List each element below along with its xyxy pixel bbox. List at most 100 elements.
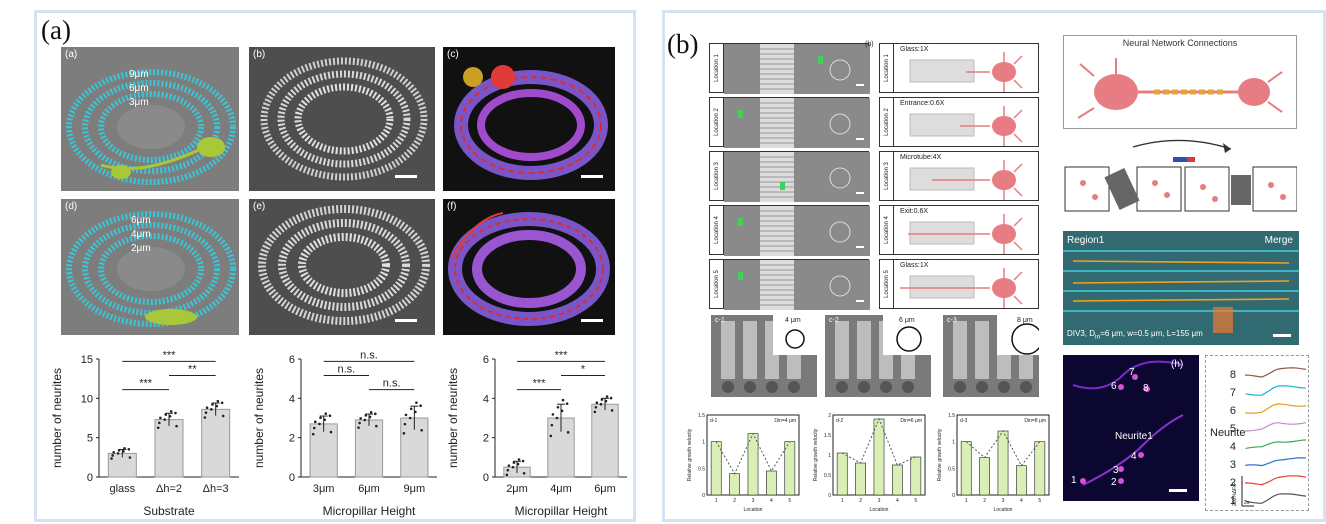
scale-bar bbox=[581, 175, 603, 178]
y-tick-label: 4 bbox=[483, 393, 489, 405]
chart-d2: 0 0.5 1 1.5 2 Relative growth velocity Locatio… bbox=[811, 403, 929, 513]
data-point bbox=[211, 403, 214, 406]
data-point bbox=[516, 462, 520, 466]
data-point bbox=[215, 404, 219, 408]
significance-label: ** bbox=[188, 364, 197, 376]
fluorescence-image-f: (f) bbox=[443, 199, 615, 335]
calcium-trace bbox=[1245, 457, 1307, 467]
y-tick-label: 0.5 bbox=[948, 466, 955, 472]
data-point bbox=[408, 416, 412, 420]
chart-svg-d3: 0 0.5 1 1.5 Relative growth velocity Location… bbox=[937, 413, 1050, 513]
x-tick-label: 3μm bbox=[313, 483, 335, 495]
bar bbox=[729, 473, 740, 496]
x-tick-label: 2μm bbox=[506, 483, 528, 495]
scheme-text: Microtube:4X bbox=[900, 154, 942, 161]
x-axis-label: Substrate bbox=[143, 504, 195, 518]
significance-label: *** bbox=[139, 378, 153, 390]
x-tick-label: 4 bbox=[1020, 498, 1023, 504]
data-point bbox=[358, 421, 361, 425]
data-point bbox=[610, 409, 614, 412]
data-point bbox=[605, 395, 609, 398]
scheme-frame: Location 1 Glass:1X bbox=[879, 43, 1039, 93]
microtube-image bbox=[1063, 231, 1299, 345]
chart-title: d-3 bbox=[960, 418, 967, 424]
trend-line bbox=[965, 430, 1041, 467]
calcium-trace bbox=[1245, 367, 1307, 378]
chart-svg-d2: 0 0.5 1 1.5 2 Relative growth velocity Locatio… bbox=[813, 413, 926, 513]
data-point bbox=[556, 405, 560, 409]
data-point bbox=[506, 468, 510, 472]
diameter-label: 6 μm bbox=[899, 317, 915, 324]
data-point bbox=[565, 402, 569, 405]
data-point bbox=[595, 401, 599, 404]
height-label-4: 4μm bbox=[131, 229, 151, 240]
scale-bar bbox=[395, 319, 417, 322]
bar bbox=[979, 457, 990, 496]
data-point bbox=[111, 454, 114, 457]
data-point bbox=[110, 457, 113, 460]
timelapse-frame: Location 2 bbox=[709, 97, 870, 148]
data-point bbox=[555, 416, 559, 420]
scheme-frame: Location 5 Glass:1X bbox=[879, 259, 1039, 309]
sem-image-e: (e) bbox=[249, 199, 435, 335]
chart-legend: Din=6 μm bbox=[900, 418, 922, 424]
data-point bbox=[156, 426, 160, 430]
magnet-diagram bbox=[1063, 137, 1297, 213]
magnet-scheme bbox=[1064, 139, 1297, 212]
y-tick-label: 5 bbox=[87, 433, 93, 445]
bar bbox=[784, 441, 796, 496]
data-point bbox=[122, 450, 125, 453]
y-tick-label: 0 bbox=[87, 472, 93, 484]
y-axis-label: number of neurites bbox=[252, 368, 266, 468]
calcium-trace bbox=[1245, 439, 1307, 449]
trace-label: 5 bbox=[1230, 423, 1236, 435]
data-point bbox=[318, 422, 321, 426]
chart-legend: Din=4 μm bbox=[774, 418, 796, 424]
timelapse-image bbox=[724, 152, 870, 202]
bar bbox=[873, 418, 885, 496]
bar bbox=[766, 470, 777, 496]
sem-rings-e bbox=[249, 199, 435, 335]
network-neurons bbox=[1077, 58, 1283, 119]
image-b-label: (b) bbox=[253, 49, 266, 60]
y-tick-label: 1.5 bbox=[824, 433, 831, 439]
image-d-label: (d) bbox=[65, 201, 78, 212]
chart-d1: 0 0.5 1 1.5 Relative growth velocity Location… bbox=[685, 403, 803, 513]
y-tick-label: 1 bbox=[952, 440, 955, 446]
trace-label: 7 bbox=[1230, 387, 1236, 399]
data-point bbox=[159, 416, 162, 420]
data-point bbox=[127, 448, 131, 451]
scheme-frame: Location 4 Exit:0.6X bbox=[879, 205, 1039, 255]
sem-microtube: c-2 6 μm bbox=[825, 315, 931, 397]
trace-label: 3 bbox=[1230, 459, 1236, 471]
data-point bbox=[116, 452, 120, 455]
significance-label: n.s. bbox=[360, 349, 378, 361]
scheme-drawing bbox=[909, 52, 1023, 92]
location-tag: Location 3 bbox=[710, 152, 724, 200]
data-point bbox=[174, 411, 177, 415]
x-axis-label: Location bbox=[994, 507, 1013, 513]
sem-label: c-3 bbox=[947, 317, 957, 324]
calcium-trace bbox=[1245, 403, 1307, 414]
data-point bbox=[175, 424, 178, 428]
height-label-6: 6μm bbox=[129, 83, 149, 94]
chart-svg-substrate: 0 5 10 15 number of neurites Substrate glass Δh… bbox=[50, 349, 239, 518]
merge-label: Merge bbox=[1264, 235, 1293, 246]
x-tick-label: 5 bbox=[1038, 498, 1041, 504]
calcium-label: (h) bbox=[1171, 359, 1184, 370]
chart-micropillar-1: 0 2 4 6 number of neurites Micropillar Height… bbox=[249, 343, 445, 519]
timelapse-image bbox=[724, 44, 870, 94]
x-axis-label: Micropillar Height bbox=[515, 504, 608, 518]
location-tag: Location 4 bbox=[710, 206, 724, 254]
x-tick-label: 3 bbox=[1002, 498, 1005, 504]
x-tick-label: 5 bbox=[788, 498, 791, 504]
data-point bbox=[163, 418, 166, 421]
sem-image-b: (b) bbox=[249, 47, 435, 191]
trace-title: Neurite bbox=[1210, 427, 1245, 439]
x-tick-label: 2 bbox=[859, 498, 862, 504]
location-tag: Location 2 bbox=[880, 98, 894, 146]
scheme-drawing bbox=[909, 160, 1023, 200]
data-point bbox=[168, 415, 172, 418]
bar bbox=[591, 403, 619, 478]
x-tick-label: 3 bbox=[752, 498, 755, 504]
